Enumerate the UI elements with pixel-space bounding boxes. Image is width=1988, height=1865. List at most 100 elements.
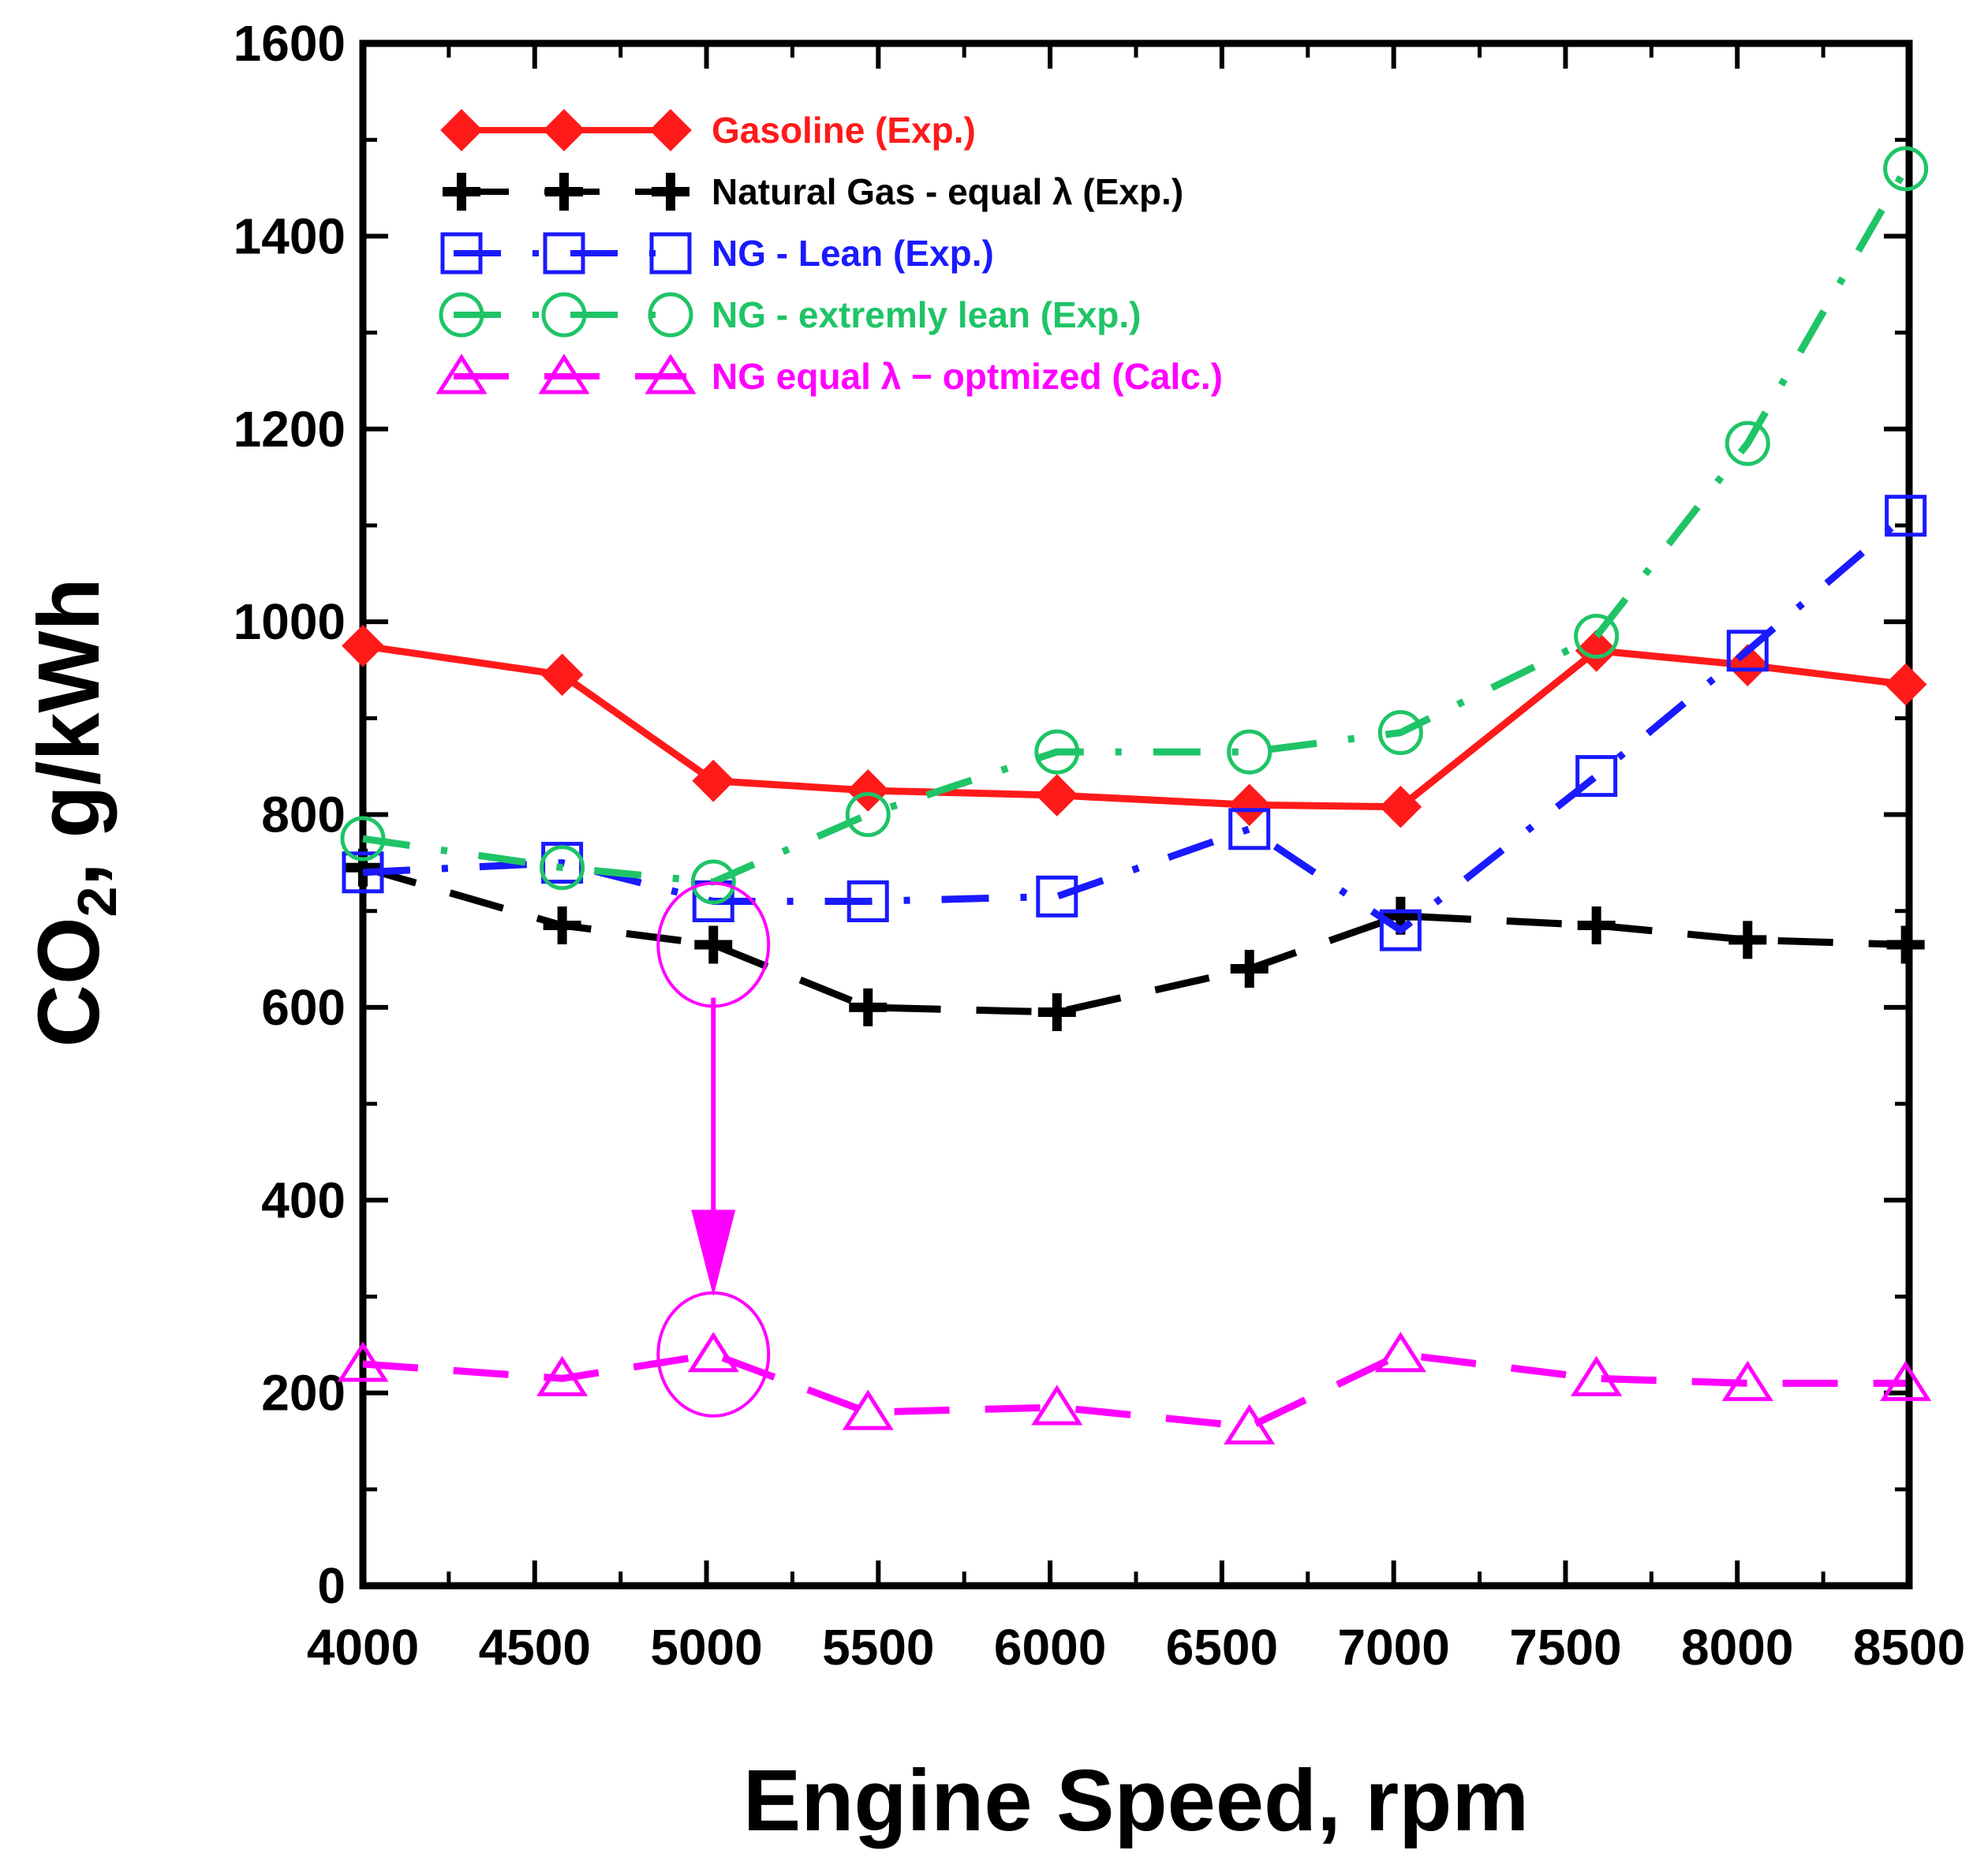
x-tick-label: 6500 xyxy=(1166,1619,1278,1676)
legend-marker-square xyxy=(543,232,585,275)
data-point-diamond xyxy=(1379,785,1422,828)
x-tick-label: 4500 xyxy=(479,1619,591,1676)
data-point-diamond xyxy=(1228,783,1271,827)
x-tick-label: 5500 xyxy=(822,1619,934,1676)
data-point-square xyxy=(1379,909,1422,951)
y-axis-title: CO2, g/kWh xyxy=(21,577,128,1047)
data-point-square xyxy=(1726,630,1769,672)
y-tick-label: 400 xyxy=(261,1172,346,1228)
series-line-circle xyxy=(362,166,1909,886)
y-tick-label: 0 xyxy=(317,1557,346,1614)
legend-marker-diamond xyxy=(649,109,692,151)
data-point-triangle xyxy=(1880,1360,1932,1401)
legend-marker-plus xyxy=(443,173,480,211)
legend-marker-diamond xyxy=(440,109,483,151)
data-point-diamond xyxy=(540,653,584,697)
data-point-plus xyxy=(694,925,733,964)
legend-marker-circle xyxy=(648,292,693,338)
data-point-plus xyxy=(849,988,888,1026)
data-point-square xyxy=(1036,875,1078,918)
legend-marker-square xyxy=(440,232,483,275)
series-line-plus xyxy=(361,864,1906,1016)
data-point-square xyxy=(1228,808,1271,850)
y-tick-label: 1000 xyxy=(234,593,346,650)
x-tick-label: 7500 xyxy=(1509,1619,1621,1676)
data-point-plus xyxy=(1037,992,1076,1031)
data-point-plus xyxy=(1886,925,1925,964)
data-point-diamond xyxy=(342,624,384,667)
data-point-triangle xyxy=(1571,1355,1623,1396)
data-point-diamond xyxy=(1575,629,1618,672)
data-point-square xyxy=(1885,495,1927,537)
data-point-plus xyxy=(1230,950,1269,988)
data-point-diamond xyxy=(1035,774,1078,817)
legend-entry: NG - extremly lean (Exp.) xyxy=(439,292,1142,338)
legend-marker-triangle xyxy=(538,353,590,394)
data-point-circle xyxy=(690,859,736,905)
series-circle xyxy=(340,146,1929,905)
legend-entry: NG - Lean (Exp.) xyxy=(440,232,994,275)
legend-label: NG equal λ − optmized (Calc.) xyxy=(712,356,1223,397)
legend: Gasoline (Exp.) Natural Gas - equal λ (Ex… xyxy=(435,109,1223,397)
y-tick-label: 600 xyxy=(261,979,346,1036)
x-axis-title: Engine Speed, rpm xyxy=(743,1752,1529,1849)
series-line-triangle xyxy=(362,1351,1906,1430)
plot-frame xyxy=(359,39,1913,1590)
y-tick-label: 800 xyxy=(261,787,346,843)
data-point-circle xyxy=(1227,729,1272,775)
legend-label: NG - extremly lean (Exp.) xyxy=(712,294,1142,335)
data-point-triangle xyxy=(1374,1332,1426,1373)
legend-marker-plus xyxy=(545,173,583,211)
x-tick-label: 8000 xyxy=(1681,1619,1793,1676)
data-point-triangle xyxy=(687,1332,739,1373)
legend-marker-square xyxy=(649,232,692,275)
data-point-circle xyxy=(540,845,585,891)
reduction-arrow-head xyxy=(691,1209,736,1297)
data-point-triangle xyxy=(1031,1385,1083,1426)
legend-label: Natural Gas - equal λ (Exp.) xyxy=(712,171,1183,212)
series-diamond xyxy=(342,624,1927,828)
series-line-diamond xyxy=(362,642,1907,811)
highlight-ellipse xyxy=(656,1291,771,1418)
y-axis-title-main: CO xyxy=(21,918,118,1048)
x-tick-label: 6000 xyxy=(994,1619,1106,1676)
x-tick-label: 4000 xyxy=(307,1619,419,1676)
data-point-circle xyxy=(1725,420,1770,466)
legend-entry: Gasoline (Exp.) xyxy=(440,109,976,151)
data-point-circle xyxy=(340,816,386,861)
data-point-diamond xyxy=(1884,663,1927,706)
y-axis-title-rest: , g/kWh xyxy=(21,577,118,886)
y-axis-title-sub: 2 xyxy=(66,887,128,918)
data-point-plus xyxy=(1577,906,1616,945)
y-tick-label: 200 xyxy=(261,1365,346,1422)
data-point-circle xyxy=(1883,146,1929,192)
svg-text:CO2, g/kWh: CO2, g/kWh xyxy=(21,577,128,1047)
y-axis: 0 200 400 600 800 1000 1200 1400 1600 xyxy=(234,15,1909,1614)
data-point-circle xyxy=(1377,710,1423,756)
series-layer xyxy=(337,146,1932,1445)
legend-marker-triangle xyxy=(645,353,697,394)
legend-label: Gasoline (Exp.) xyxy=(712,110,976,151)
data-point-square xyxy=(1575,755,1618,798)
data-point-square xyxy=(342,851,384,894)
series-triangle xyxy=(337,1332,1932,1445)
data-point-triangle xyxy=(842,1389,894,1430)
data-point-diamond xyxy=(692,759,735,802)
series-plus xyxy=(344,848,1925,1031)
data-point-triangle xyxy=(337,1341,389,1382)
y-tick-label: 1200 xyxy=(234,401,346,458)
data-point-circle xyxy=(1034,729,1080,775)
series-line-square xyxy=(362,513,1908,934)
data-point-diamond xyxy=(846,769,890,812)
data-point-triangle xyxy=(1721,1360,1773,1401)
annotation-layer xyxy=(656,881,771,1418)
x-tick-label: 8500 xyxy=(1853,1619,1965,1676)
legend-marker-triangle xyxy=(435,353,488,394)
legend-marker-circle xyxy=(541,292,587,338)
series-square xyxy=(342,495,1927,951)
data-point-triangle xyxy=(536,1355,589,1396)
data-point-circle xyxy=(1574,613,1620,659)
legend-entry: NG equal λ − optmized (Calc.) xyxy=(435,353,1223,397)
legend-marker-plus xyxy=(652,173,689,211)
